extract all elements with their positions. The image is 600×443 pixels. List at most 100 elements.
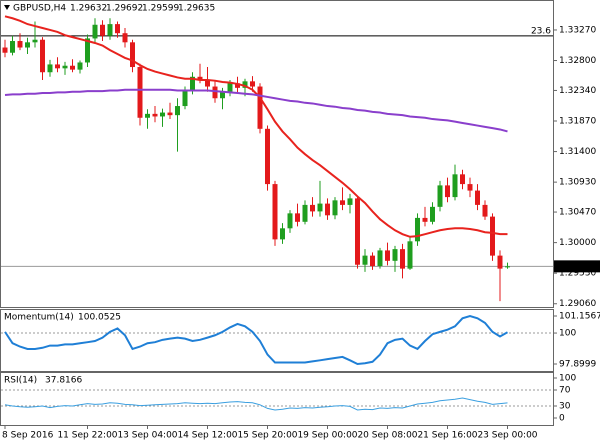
candle-body bbox=[445, 185, 450, 198]
candle-body bbox=[355, 198, 360, 265]
candle-body bbox=[100, 24, 105, 36]
y-tick-label: 97.8999 bbox=[559, 360, 596, 370]
candle-body bbox=[205, 80, 210, 87]
candle-body bbox=[295, 213, 300, 222]
rsi-panel bbox=[0, 372, 554, 426]
y-tick-label: 1.30930 bbox=[559, 178, 596, 188]
candle-body bbox=[145, 113, 150, 118]
indicator-line bbox=[4, 314, 508, 366]
moving-average bbox=[4, 88, 508, 133]
x-tick-label: 23 Sep 00:00 bbox=[477, 431, 537, 441]
candle-body bbox=[467, 184, 473, 191]
x-tick-label: 13 Sep 04:00 bbox=[117, 431, 177, 441]
candle-body bbox=[130, 42, 135, 68]
candle-body bbox=[272, 184, 278, 240]
candle-body bbox=[227, 83, 233, 92]
candle-body bbox=[497, 255, 503, 269]
momentum-panel bbox=[0, 309, 554, 372]
candle-body bbox=[385, 250, 390, 261]
rsi-title: RSI(14) bbox=[4, 376, 37, 386]
momentum-title: Momentum(14) bbox=[4, 313, 74, 323]
y-tick-label: 1.29060 bbox=[559, 299, 596, 309]
high-value: 1.29692 bbox=[106, 4, 143, 14]
candle-body bbox=[77, 62, 83, 70]
candle-body bbox=[340, 200, 345, 205]
candle-body bbox=[362, 255, 368, 265]
candle-body bbox=[407, 241, 413, 269]
open-value: 1.29632 bbox=[70, 4, 107, 14]
candle-body bbox=[32, 39, 38, 43]
candle-body bbox=[377, 250, 383, 267]
candle-body bbox=[212, 86, 218, 99]
candle-body bbox=[370, 255, 375, 267]
candle-body bbox=[182, 89, 188, 107]
candle-body bbox=[430, 206, 435, 222]
candle-body bbox=[235, 83, 240, 88]
candle-body bbox=[40, 39, 45, 73]
candle-body bbox=[317, 203, 323, 212]
candle-body bbox=[347, 198, 353, 205]
candle-body bbox=[70, 65, 75, 70]
candle-body bbox=[280, 228, 285, 240]
level-label: 23.6 bbox=[531, 26, 551, 36]
x-tick-label: 19 Sep 00:00 bbox=[297, 431, 357, 441]
y-tick-label: 1.32340 bbox=[559, 86, 596, 96]
candle-body bbox=[400, 249, 405, 269]
x-tick-label: 21 Sep 16:00 bbox=[417, 431, 477, 441]
candle-body bbox=[17, 41, 23, 48]
candle-body bbox=[62, 65, 68, 69]
candle-body bbox=[160, 112, 165, 117]
candle-body bbox=[437, 185, 443, 207]
indicator-line bbox=[4, 397, 508, 411]
candle-body bbox=[310, 204, 315, 212]
menu-arrow bbox=[4, 5, 10, 10]
candle-body bbox=[250, 81, 255, 87]
y-tick-label: 100 bbox=[559, 329, 576, 339]
y-tick-label: 100 bbox=[559, 374, 576, 384]
candle-body bbox=[2, 47, 8, 53]
candle-body bbox=[190, 76, 195, 90]
price-box bbox=[554, 260, 600, 273]
candle-body bbox=[197, 76, 203, 81]
candle-body bbox=[137, 67, 143, 118]
candle-body bbox=[415, 217, 420, 242]
candle-body bbox=[482, 204, 488, 217]
y-tick-label: 1.29530 bbox=[559, 269, 596, 279]
y-tick-label: 0 bbox=[559, 414, 565, 424]
candle-body bbox=[302, 204, 308, 222]
candle-body bbox=[325, 203, 330, 216]
candle-body bbox=[55, 64, 60, 69]
candle-body bbox=[332, 200, 338, 216]
candle-body bbox=[287, 213, 293, 229]
rsi-value: 37.8166 bbox=[45, 376, 82, 386]
y-tick-label: 1.30470 bbox=[559, 208, 596, 218]
candle-body bbox=[265, 128, 270, 185]
candle-body bbox=[422, 217, 428, 222]
x-tick-label: 20 Sep 08:00 bbox=[357, 431, 417, 441]
candle-body bbox=[242, 81, 248, 88]
symbol: GBPUSD,H4 bbox=[13, 4, 66, 14]
candle-body bbox=[47, 64, 53, 73]
y-tick-label: 1.31400 bbox=[559, 147, 596, 157]
candle-body bbox=[122, 33, 128, 43]
y-tick-label: 1.32800 bbox=[559, 56, 596, 66]
x-tick-label: 15 Sep 20:00 bbox=[237, 431, 297, 441]
x-tick-label: 11 Sep 22:00 bbox=[57, 431, 117, 441]
candle-body bbox=[175, 106, 180, 116]
candle-body bbox=[505, 266, 510, 268]
candle-body bbox=[392, 249, 398, 261]
candle-body bbox=[460, 174, 465, 185]
candle-body bbox=[490, 216, 495, 256]
y-tick-label: 70 bbox=[559, 386, 571, 396]
y-tick-label: 1.30000 bbox=[559, 238, 596, 248]
candle-body bbox=[167, 112, 173, 116]
candle-body bbox=[452, 174, 458, 198]
price-panel bbox=[0, 0, 554, 308]
candle-body bbox=[10, 41, 15, 53]
y-tick-label: 1.33270 bbox=[559, 25, 596, 35]
candle-body bbox=[85, 38, 90, 63]
candle-body bbox=[92, 24, 98, 39]
moving-average bbox=[4, 15, 508, 238]
